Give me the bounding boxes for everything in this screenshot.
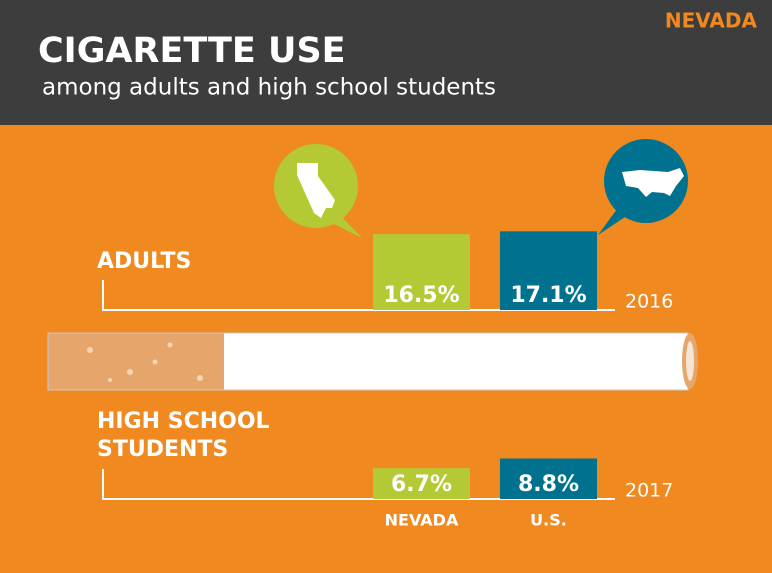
bar [373, 234, 470, 310]
value-label: 6.7% [391, 472, 452, 497]
bar [373, 468, 470, 499]
bar [500, 231, 597, 310]
category-label: ADULTS [97, 249, 191, 274]
title: CIGARETTE USE [38, 31, 346, 71]
cigarette [47, 332, 698, 391]
legend-label: NEVADA [385, 511, 459, 530]
year-label: 2016 [625, 291, 673, 313]
year-label: 2017 [625, 480, 673, 502]
value-label: 8.8% [518, 472, 579, 497]
value-label: 17.1% [510, 283, 586, 308]
subtitle: among adults and high school students [42, 75, 496, 101]
value-label: 16.5% [383, 283, 459, 308]
legend-label: U.S. [530, 511, 567, 530]
nevada-bubble [274, 144, 362, 238]
us-bubble [598, 139, 688, 235]
bar [500, 458, 597, 499]
category-label: HIGH SCHOOL STUDENTS [97, 409, 270, 462]
badge: NEVADA [665, 9, 758, 33]
header [0, 0, 772, 125]
